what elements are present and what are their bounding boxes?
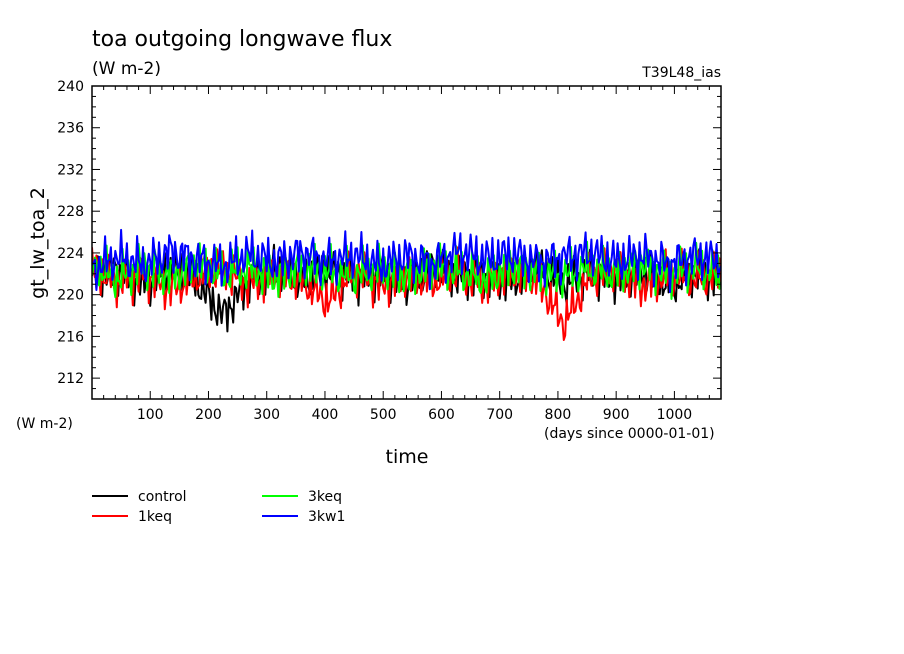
x-axis-units: (days since 0000-01-01): [544, 426, 715, 442]
chart-units: (W m-2): [92, 59, 161, 79]
y-tick-label: 216: [57, 329, 84, 345]
y-tick-label: 220: [57, 288, 84, 304]
run-label: T39L48_ias: [641, 65, 721, 81]
y-tick-label: 228: [57, 204, 84, 220]
legend: control 1keq 3keq 3kw1: [92, 489, 345, 525]
x-tick-label: 100: [137, 407, 164, 423]
x-tick-label: 200: [195, 407, 222, 423]
y-tick-label: 212: [57, 371, 84, 387]
legend-label-3kw1: 3kw1: [308, 509, 345, 525]
plot-frame: [91, 85, 722, 400]
x-tick-label: 300: [253, 407, 280, 423]
x-tick-label: 700: [486, 407, 513, 423]
x-tick-label: 800: [545, 407, 572, 423]
x-tick-label: 600: [428, 407, 455, 423]
x-tick-label: 500: [370, 407, 397, 423]
y-axis-units: (W m-2): [16, 416, 73, 432]
y-tick-label: 232: [57, 162, 84, 178]
series-layer: [92, 228, 721, 341]
x-tick-label: 1000: [657, 407, 693, 423]
axes: 212 216 220 224 228 232 236 240 100 200 300 400 500 6…: [57, 79, 721, 423]
x-tick-label: 400: [312, 407, 339, 423]
series-line-3keq: [92, 240, 721, 300]
legend-label-control: control: [138, 489, 187, 505]
chart-title: toa outgoing longwave flux: [92, 27, 392, 52]
series-line-3kw1: [92, 228, 721, 294]
x-axis-label: time: [386, 446, 429, 468]
y-tick-label: 224: [57, 246, 84, 262]
x-tick-label: 900: [603, 407, 630, 423]
legend-label-3keq: 3keq: [308, 489, 342, 505]
y-axis-label: gt_lw_toa_2: [27, 187, 49, 299]
y-tick-label: 240: [57, 79, 84, 95]
legend-label-1keq: 1keq: [138, 509, 172, 525]
y-tick-label: 236: [57, 121, 84, 137]
